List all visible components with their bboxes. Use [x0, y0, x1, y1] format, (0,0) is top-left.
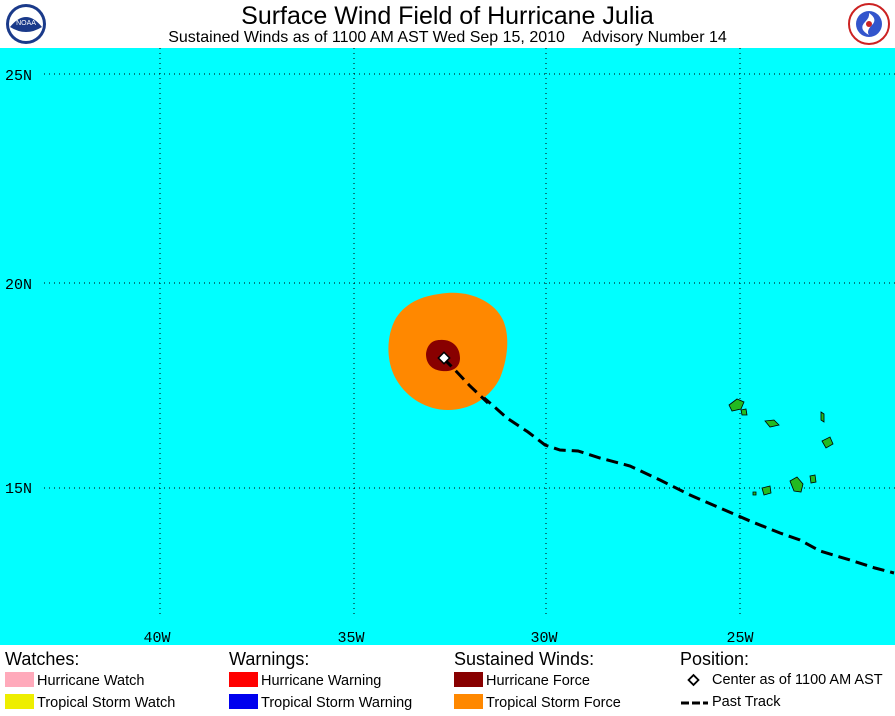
map-header: NOAA Surface Wind Field of Hurricane Jul… — [0, 0, 895, 48]
lat-lon-grid — [44, 48, 895, 618]
lon-label-35w: 35W — [337, 630, 364, 645]
svg-text:NOAA: NOAA — [16, 20, 36, 27]
legend-tropical-storm-watch: Tropical Storm Watch — [5, 694, 175, 711]
legend-tropical-storm-warning: Tropical Storm Warning — [229, 694, 412, 711]
island-brava — [752, 491, 757, 496]
lat-label-25n: 25N — [5, 68, 32, 85]
island-fogo — [761, 485, 772, 496]
island-boa-vista — [821, 436, 834, 449]
tropical-storm-force-swatch — [454, 694, 483, 709]
lon-label-25w: 25W — [726, 630, 753, 645]
hurricane-warning-swatch — [229, 672, 258, 687]
storm-center-diamond-icon — [437, 351, 451, 365]
page-subtitle: Sustained Winds as of 1100 AM AST Wed Se… — [168, 29, 727, 46]
legend-hurricane-force: Hurricane Force — [454, 672, 590, 689]
hurricane-watch-swatch — [5, 672, 34, 687]
cape-verde-islands — [728, 398, 834, 496]
lat-label-15n: 15N — [5, 481, 32, 498]
noaa-logo-icon: NOAA — [6, 4, 46, 44]
legend-hurricane-warning: Hurricane Warning — [229, 672, 381, 689]
nws-logo-icon — [848, 3, 890, 45]
dashed-line-icon — [680, 695, 709, 710]
page-title: Surface Wind Field of Hurricane Julia — [241, 2, 654, 30]
legend-winds-heading: Sustained Winds: — [454, 649, 595, 669]
map-legend: Watches: Hurricane Watch Tropical Storm … — [0, 645, 895, 716]
legend-watches-heading: Watches: — [5, 649, 80, 669]
island-sao-nicolau — [764, 419, 780, 428]
island-santiago — [789, 476, 804, 493]
legend-center-position: Center as of 1100 AM AST — [680, 672, 883, 688]
legend-past-track: Past Track — [680, 694, 781, 710]
tropical-storm-watch-swatch — [5, 694, 34, 709]
lon-label-30w: 30W — [530, 630, 557, 645]
island-maio — [809, 474, 817, 484]
past-track-line — [441, 356, 895, 575]
legend-tropical-storm-force: Tropical Storm Force — [454, 694, 621, 711]
tropical-storm-warning-swatch — [229, 694, 258, 709]
diamond-icon — [680, 673, 709, 688]
legend-hurricane-watch: Hurricane Watch — [5, 672, 144, 689]
lat-label-20n: 20N — [5, 277, 32, 294]
legend-position-heading: Position: — [680, 649, 750, 669]
island-sao-vicente — [740, 408, 748, 416]
legend-warnings-heading: Warnings: — [229, 649, 310, 669]
lon-label-40w: 40W — [143, 630, 170, 645]
wind-field-map: 25N 20N 15N 40W 35W 30W 25W — [0, 48, 895, 645]
hurricane-force-swatch — [454, 672, 483, 687]
island-santo-antao — [728, 398, 745, 412]
island-sal — [820, 411, 825, 423]
